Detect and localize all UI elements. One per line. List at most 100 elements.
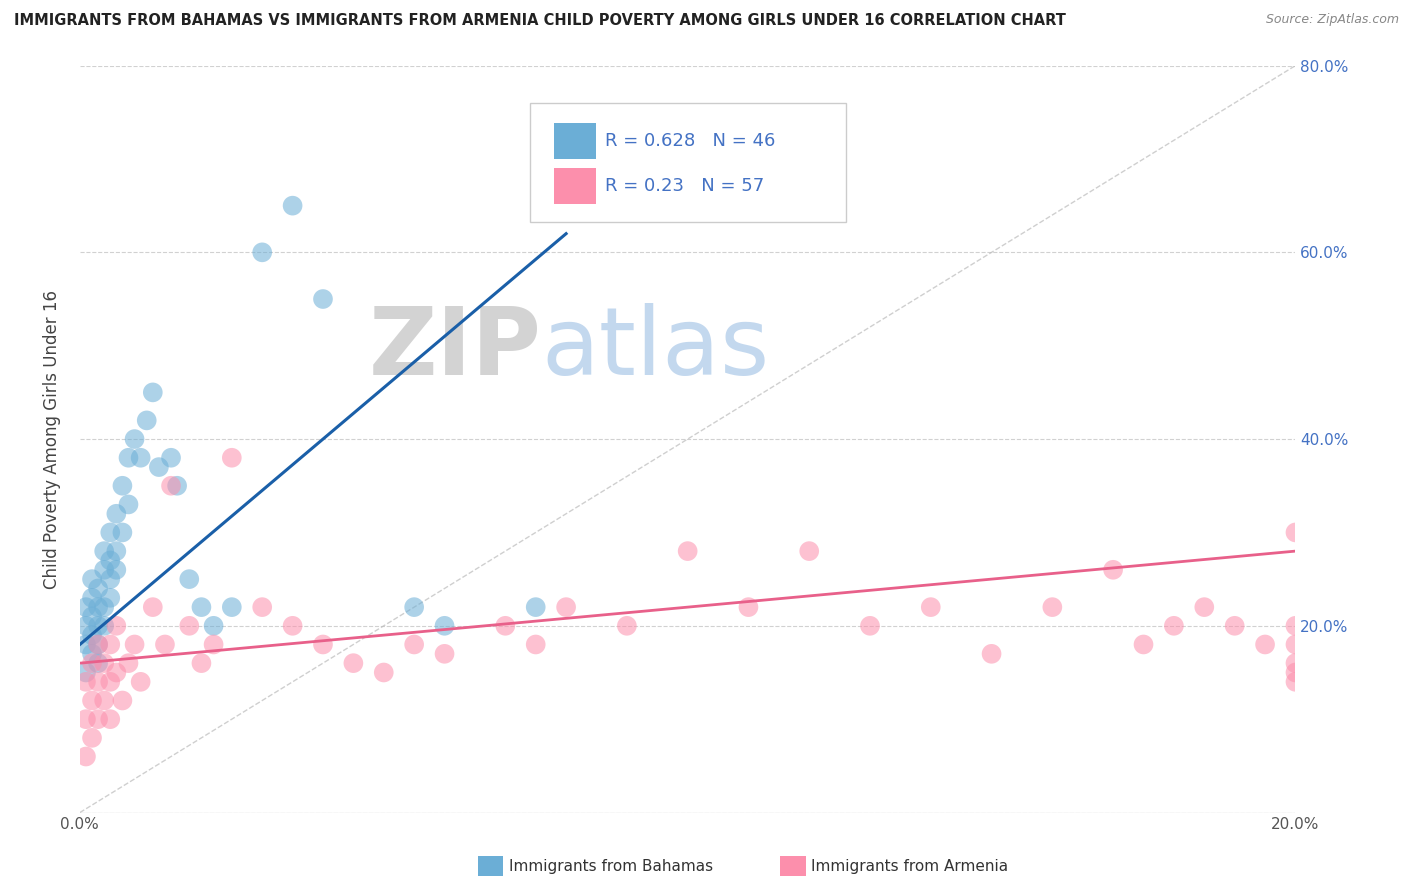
- Point: [98, 712, 121, 726]
- Point: [105, 619, 128, 633]
- Text: Immigrants from Bahamas: Immigrants from Bahamas: [509, 859, 713, 873]
- Text: Source: ZipAtlas.com: Source: ZipAtlas.com: [1265, 13, 1399, 27]
- Point: [1254, 638, 1277, 652]
- Point: [190, 600, 212, 615]
- Point: [87, 712, 110, 726]
- Point: [153, 638, 176, 652]
- Point: [202, 638, 225, 652]
- Point: [920, 600, 942, 615]
- Point: [1284, 656, 1306, 670]
- Point: [105, 507, 128, 521]
- Point: [93, 600, 115, 615]
- Point: [524, 600, 547, 615]
- Point: [179, 572, 201, 586]
- Point: [80, 628, 103, 642]
- Point: [129, 450, 152, 465]
- Text: atlas: atlas: [541, 303, 770, 395]
- Point: [111, 693, 134, 707]
- Point: [87, 582, 110, 596]
- Point: [1194, 600, 1216, 615]
- Point: [190, 656, 212, 670]
- Point: [98, 553, 121, 567]
- Point: [221, 450, 243, 465]
- Point: [160, 479, 183, 493]
- Point: [1284, 525, 1306, 540]
- Point: [281, 199, 304, 213]
- Point: [117, 498, 139, 512]
- Point: [80, 647, 103, 661]
- Point: [1284, 638, 1306, 652]
- Point: [799, 544, 821, 558]
- Point: [93, 693, 115, 707]
- Point: [93, 544, 115, 558]
- Point: [124, 432, 146, 446]
- Point: [124, 638, 146, 652]
- Point: [433, 647, 456, 661]
- Point: [1040, 600, 1063, 615]
- Point: [75, 619, 97, 633]
- Point: [87, 600, 110, 615]
- Point: [148, 460, 170, 475]
- Point: [98, 674, 121, 689]
- Point: [93, 619, 115, 633]
- Point: [250, 600, 273, 615]
- Point: [117, 656, 139, 670]
- Point: [250, 245, 273, 260]
- Point: [1102, 563, 1125, 577]
- Point: [98, 572, 121, 586]
- Point: [1284, 674, 1306, 689]
- Point: [87, 619, 110, 633]
- Point: [404, 600, 426, 615]
- FancyBboxPatch shape: [530, 103, 845, 222]
- Point: [160, 450, 183, 465]
- Point: [859, 619, 882, 633]
- Y-axis label: Child Poverty Among Girls Under 16: Child Poverty Among Girls Under 16: [44, 290, 60, 589]
- Point: [179, 619, 201, 633]
- Point: [117, 450, 139, 465]
- Point: [281, 619, 304, 633]
- Point: [1284, 619, 1306, 633]
- Point: [87, 656, 110, 670]
- Text: ZIP: ZIP: [368, 303, 541, 395]
- Point: [87, 638, 110, 652]
- Point: [221, 600, 243, 615]
- Point: [555, 600, 578, 615]
- Point: [75, 712, 97, 726]
- FancyBboxPatch shape: [554, 123, 596, 159]
- Point: [93, 656, 115, 670]
- Point: [75, 600, 97, 615]
- Point: [75, 638, 97, 652]
- Point: [98, 638, 121, 652]
- Point: [129, 674, 152, 689]
- Point: [433, 619, 456, 633]
- Point: [312, 292, 335, 306]
- Point: [105, 544, 128, 558]
- Point: [80, 693, 103, 707]
- Point: [524, 638, 547, 652]
- Text: Immigrants from Armenia: Immigrants from Armenia: [811, 859, 1008, 873]
- Point: [87, 638, 110, 652]
- Text: R = 0.23   N = 57: R = 0.23 N = 57: [605, 177, 765, 194]
- Point: [312, 638, 335, 652]
- Point: [342, 656, 364, 670]
- Point: [1223, 619, 1246, 633]
- Text: R = 0.628   N = 46: R = 0.628 N = 46: [605, 132, 775, 150]
- Point: [676, 544, 699, 558]
- Point: [1163, 619, 1185, 633]
- Point: [111, 479, 134, 493]
- Point: [737, 600, 759, 615]
- Point: [105, 665, 128, 680]
- Point: [98, 525, 121, 540]
- Point: [494, 619, 516, 633]
- Point: [980, 647, 1002, 661]
- Point: [135, 413, 157, 427]
- Point: [80, 609, 103, 624]
- Point: [80, 656, 103, 670]
- Point: [202, 619, 225, 633]
- Point: [93, 563, 115, 577]
- Point: [616, 619, 638, 633]
- Point: [1132, 638, 1154, 652]
- Point: [75, 665, 97, 680]
- Point: [105, 563, 128, 577]
- Point: [111, 525, 134, 540]
